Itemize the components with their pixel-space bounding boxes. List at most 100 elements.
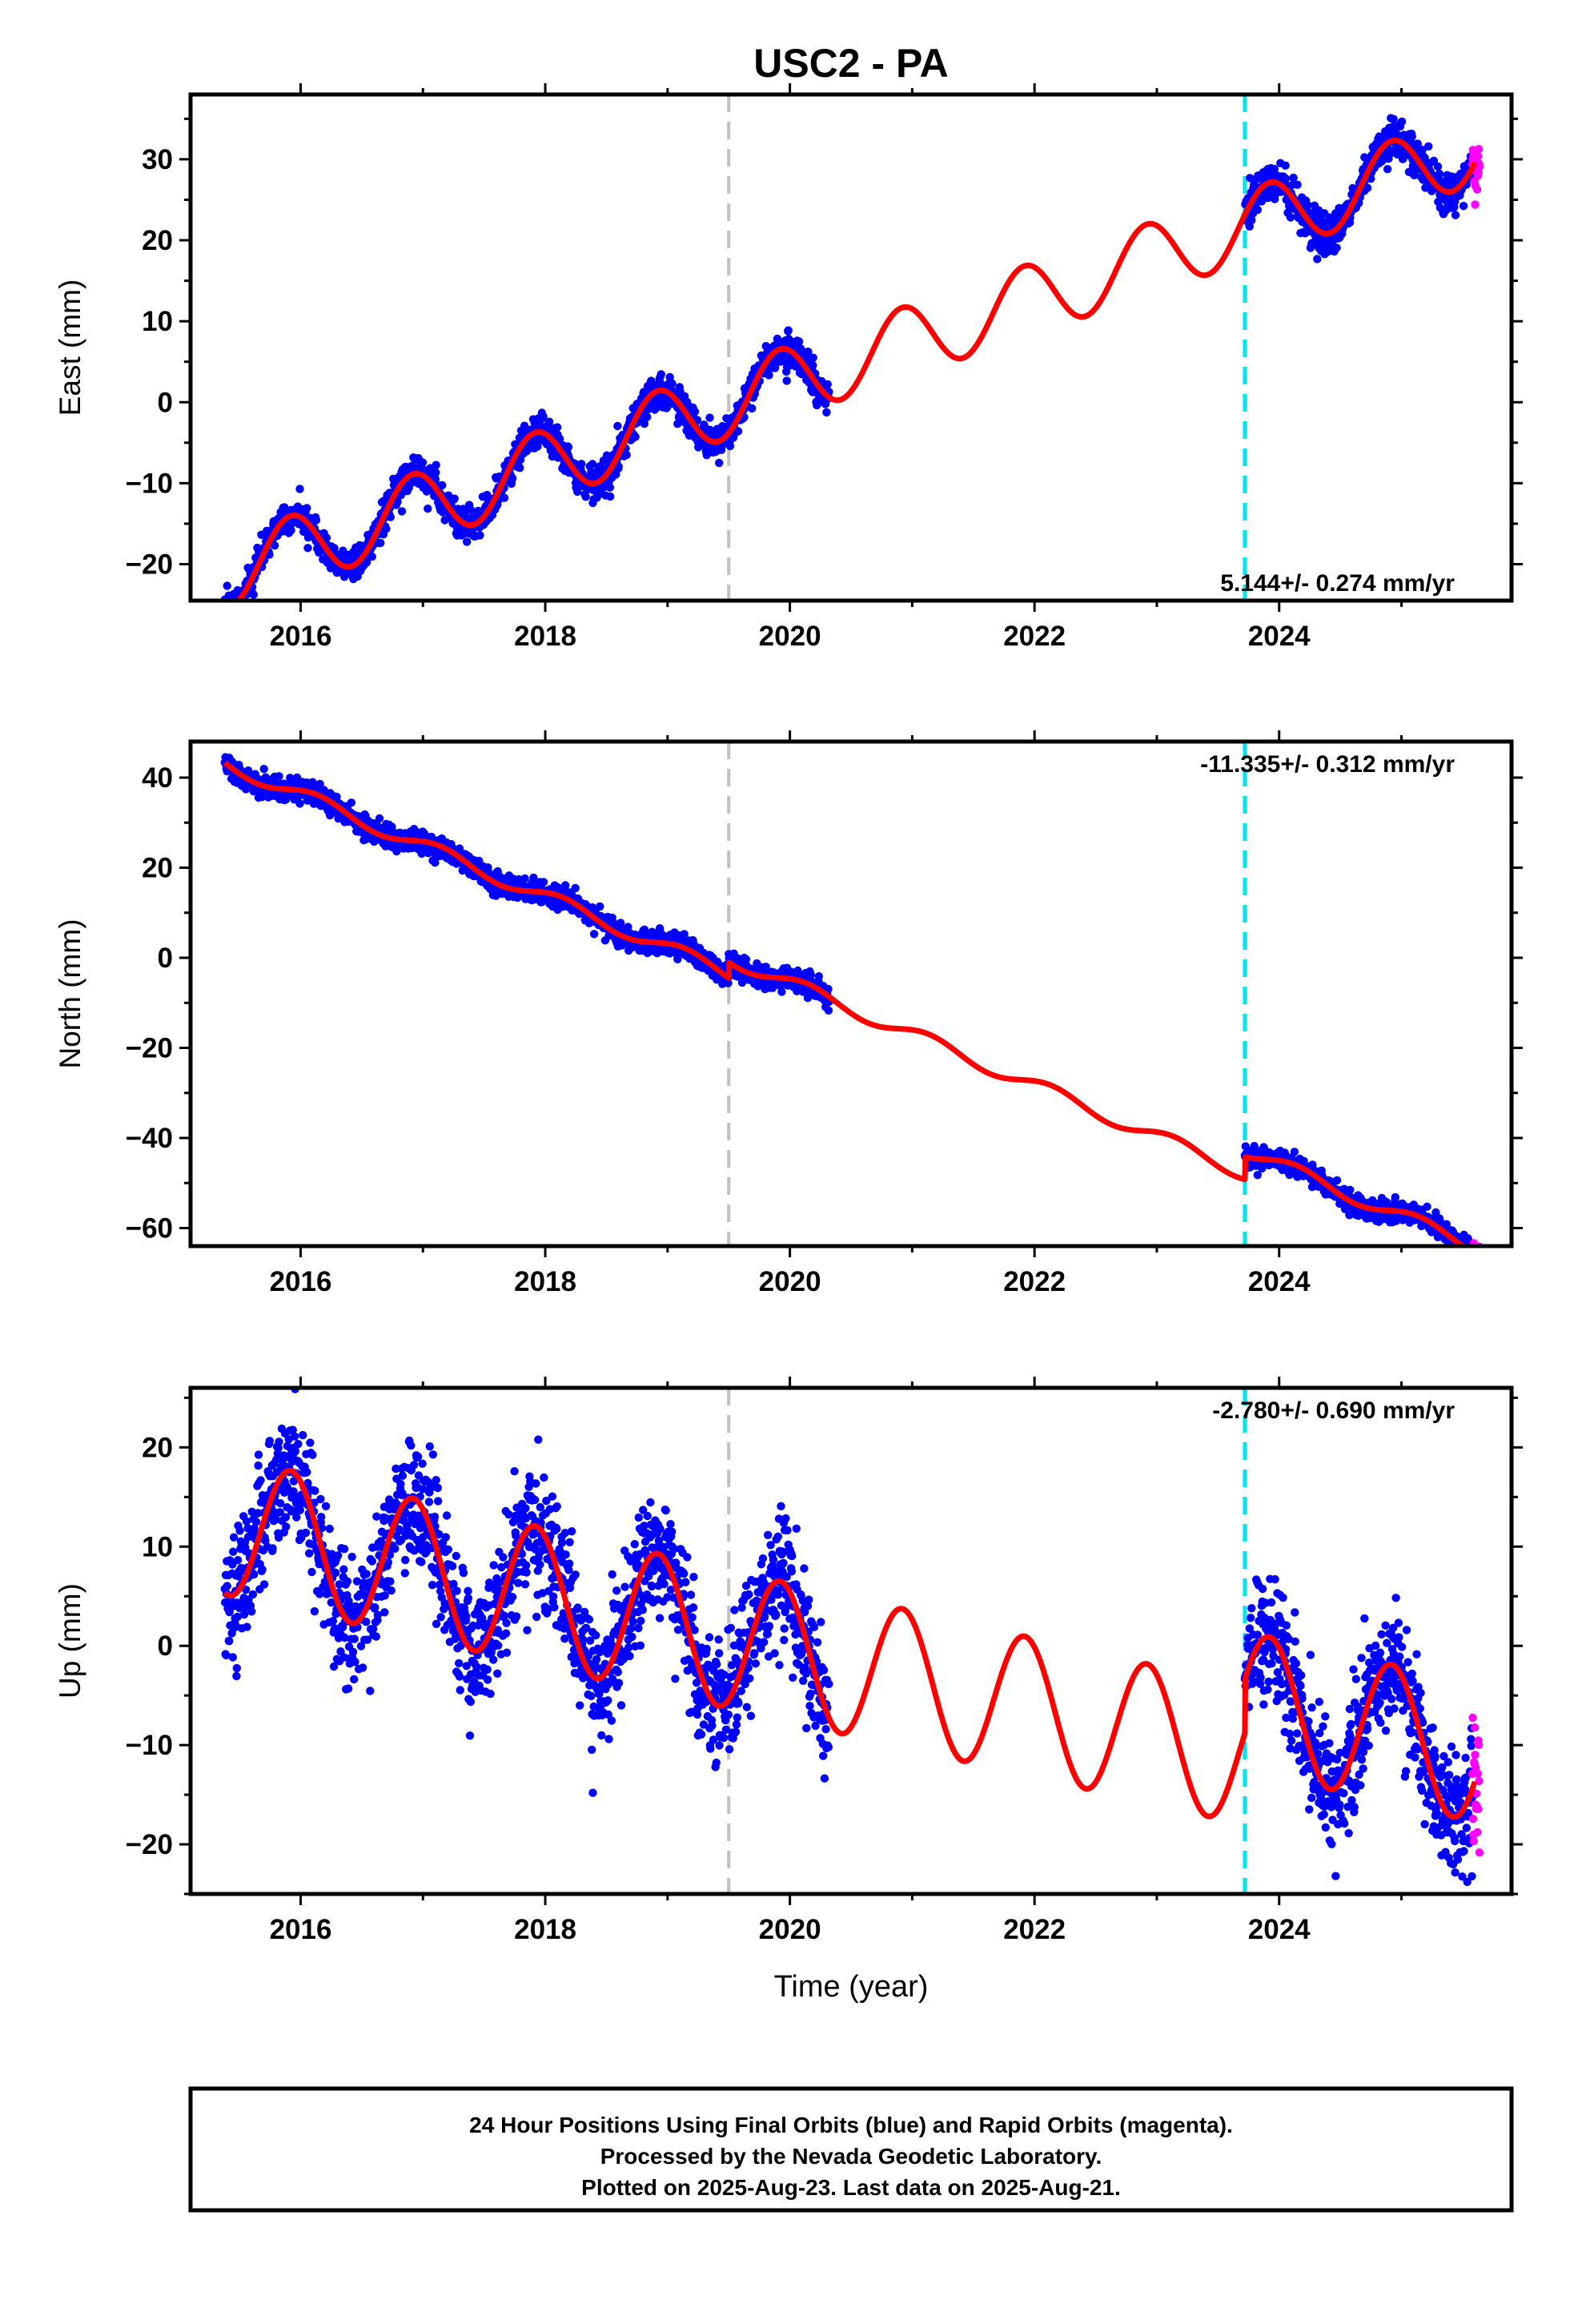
data-point xyxy=(382,525,391,533)
data-point xyxy=(295,799,304,808)
data-point xyxy=(824,1006,833,1015)
data-point xyxy=(1451,211,1460,219)
data-point xyxy=(520,874,529,883)
data-point xyxy=(589,930,599,939)
data-point xyxy=(809,353,817,362)
data-point xyxy=(224,608,232,616)
velocity-label: 5.144+/- 0.274 mm/yr xyxy=(1220,570,1455,597)
data-point xyxy=(322,533,331,542)
y-tick-label: 40 xyxy=(142,762,173,794)
data-point xyxy=(1468,1261,1476,1269)
y-tick-label: 30 xyxy=(142,144,173,175)
data-point xyxy=(690,407,700,416)
y-tick-label: −60 xyxy=(126,1213,173,1244)
figure-title: USC2 - PA xyxy=(753,41,949,86)
x-tick-label: 2022 xyxy=(1003,621,1066,652)
y-tick-label: 20 xyxy=(142,853,173,884)
rapid-point xyxy=(1472,185,1482,194)
data-point xyxy=(1383,165,1392,174)
y-tick-label: −20 xyxy=(126,1033,173,1064)
rapid-point xyxy=(1473,1256,1481,1265)
data-point xyxy=(564,443,573,452)
data-point xyxy=(223,581,231,590)
data-point xyxy=(1293,180,1302,189)
data-point xyxy=(1464,1255,1472,1263)
data-point xyxy=(450,494,459,503)
data-point xyxy=(311,516,321,525)
y-tick-label: 20 xyxy=(142,225,173,256)
data-point xyxy=(1332,243,1341,252)
data-point xyxy=(1346,1185,1355,1195)
data-point xyxy=(508,474,517,483)
data-point xyxy=(1459,202,1468,211)
data-point xyxy=(463,537,472,546)
data-point xyxy=(418,458,428,467)
data-point xyxy=(1468,1249,1476,1257)
data-point xyxy=(221,616,229,624)
data-point xyxy=(782,376,791,385)
x-tick-label: 2022 xyxy=(1003,1266,1066,1297)
x-tick-label: 2018 xyxy=(514,621,576,652)
data-point xyxy=(605,483,614,492)
data-point xyxy=(794,337,804,346)
rapid-point xyxy=(1472,1251,1480,1259)
data-point xyxy=(275,772,283,781)
y-tick-label: −10 xyxy=(126,468,173,499)
data-point xyxy=(581,493,590,501)
data-point xyxy=(715,458,724,468)
data-point xyxy=(440,516,449,525)
y-tick-label: 0 xyxy=(158,943,173,974)
data-point xyxy=(656,370,665,379)
data-point xyxy=(1423,1202,1431,1212)
x-tick-label: 2020 xyxy=(759,1266,821,1297)
data-point xyxy=(1281,174,1291,183)
data-point xyxy=(236,606,244,614)
data-point xyxy=(397,507,407,516)
rapid-point xyxy=(1471,200,1480,209)
data-point xyxy=(432,460,440,469)
data-point xyxy=(242,602,250,610)
x-tick-label: 2024 xyxy=(1248,1266,1311,1297)
data-point xyxy=(823,380,832,389)
north-panel: 2016 2018 2020 2022 2024−60−40−2002040North … xyxy=(54,730,1523,1297)
data-point xyxy=(229,605,237,613)
data-point xyxy=(643,412,652,421)
x-tick-label: 2024 xyxy=(1248,621,1311,652)
rapid-point xyxy=(1476,1258,1484,1266)
data-point xyxy=(1397,117,1407,127)
y-tick-label: 0 xyxy=(158,387,173,418)
data-point xyxy=(375,814,384,823)
data-point xyxy=(822,408,831,417)
data-point xyxy=(362,558,371,567)
rapid-point xyxy=(1470,1256,1478,1264)
x-tick-label: 2016 xyxy=(270,1266,332,1297)
rapid-point xyxy=(1472,1255,1480,1263)
data-point xyxy=(814,972,823,981)
data-point xyxy=(231,603,239,611)
data-point xyxy=(622,450,631,460)
data-point xyxy=(476,531,484,540)
data-point xyxy=(1253,205,1263,215)
data-point xyxy=(1424,142,1433,151)
data-point xyxy=(571,883,580,893)
data-point xyxy=(1463,1252,1471,1260)
data-point xyxy=(1407,132,1416,141)
data-point xyxy=(376,538,385,548)
data-point xyxy=(1332,1176,1342,1185)
data-point xyxy=(1459,1248,1467,1256)
data-point xyxy=(631,432,640,441)
y-axis-label: East (mm) xyxy=(54,279,86,416)
data-point xyxy=(1435,169,1444,179)
rapid-point xyxy=(1474,152,1483,161)
data-point xyxy=(725,441,735,451)
data-point xyxy=(500,493,509,502)
rapid-point xyxy=(1474,1252,1482,1261)
y-tick-label: −20 xyxy=(126,549,173,580)
rapid-orbit-points xyxy=(1469,1239,1484,1266)
x-tick-label: 2020 xyxy=(759,621,821,652)
rapid-point xyxy=(1469,1248,1477,1256)
data-point xyxy=(249,590,258,599)
data-point xyxy=(705,413,714,422)
